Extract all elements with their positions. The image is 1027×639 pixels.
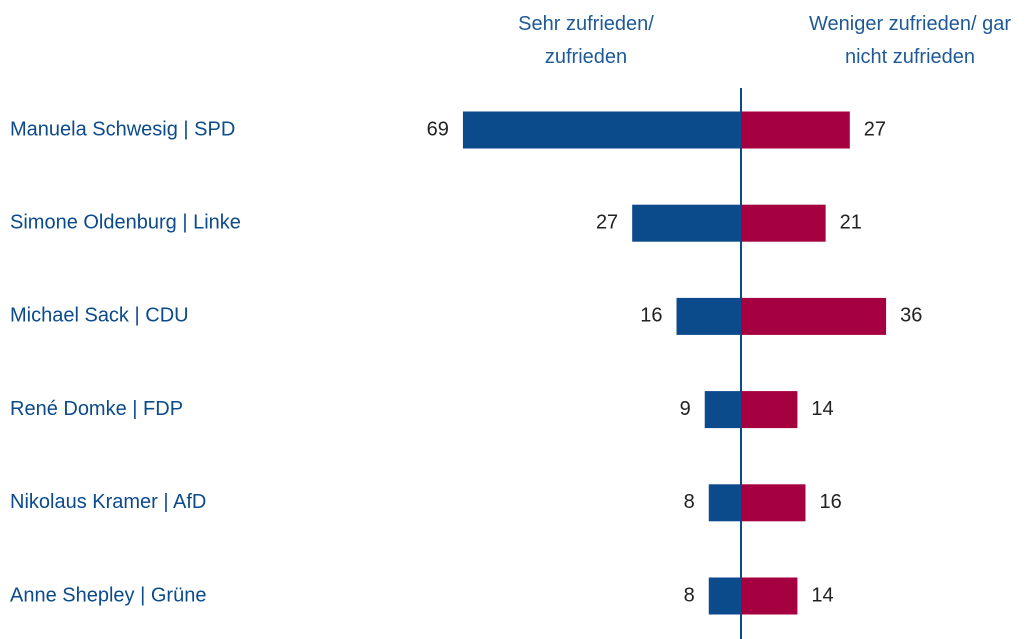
bar bbox=[676, 297, 741, 335]
category-label: René Domke | FDP bbox=[10, 398, 183, 420]
value-label: 69 bbox=[427, 118, 449, 140]
category-label: Simone Oldenburg | Linke bbox=[10, 211, 241, 233]
bar bbox=[741, 484, 806, 522]
category-label: Nikolaus Kramer | AfD bbox=[10, 491, 206, 513]
bar bbox=[741, 577, 798, 615]
bar bbox=[708, 577, 741, 615]
value-label: 9 bbox=[680, 398, 691, 420]
bar bbox=[741, 204, 826, 242]
value-label: 16 bbox=[640, 305, 662, 327]
bar bbox=[741, 111, 850, 149]
bar bbox=[741, 391, 798, 429]
category-label: Anne Shepley | Grüne bbox=[10, 584, 206, 606]
value-label: 8 bbox=[684, 491, 695, 513]
value-label: 14 bbox=[811, 584, 833, 606]
bar bbox=[704, 391, 741, 429]
value-label: 21 bbox=[840, 211, 862, 233]
bar bbox=[632, 204, 741, 242]
value-label: 14 bbox=[811, 398, 833, 420]
category-label: Michael Sack | CDU bbox=[10, 305, 189, 327]
bar bbox=[708, 484, 741, 522]
value-label: 27 bbox=[596, 211, 618, 233]
value-label: 27 bbox=[864, 118, 886, 140]
value-label: 8 bbox=[684, 584, 695, 606]
legend-right: Weniger zufrieden/ gar nicht zufrieden bbox=[809, 13, 1011, 68]
legend-left: Sehr zufrieden/ zufrieden bbox=[518, 13, 654, 68]
value-label: 36 bbox=[900, 305, 922, 327]
value-label: 16 bbox=[819, 491, 841, 513]
bar bbox=[741, 297, 887, 335]
category-label: Manuela Schwesig | SPD bbox=[10, 118, 235, 140]
bar bbox=[462, 111, 741, 149]
